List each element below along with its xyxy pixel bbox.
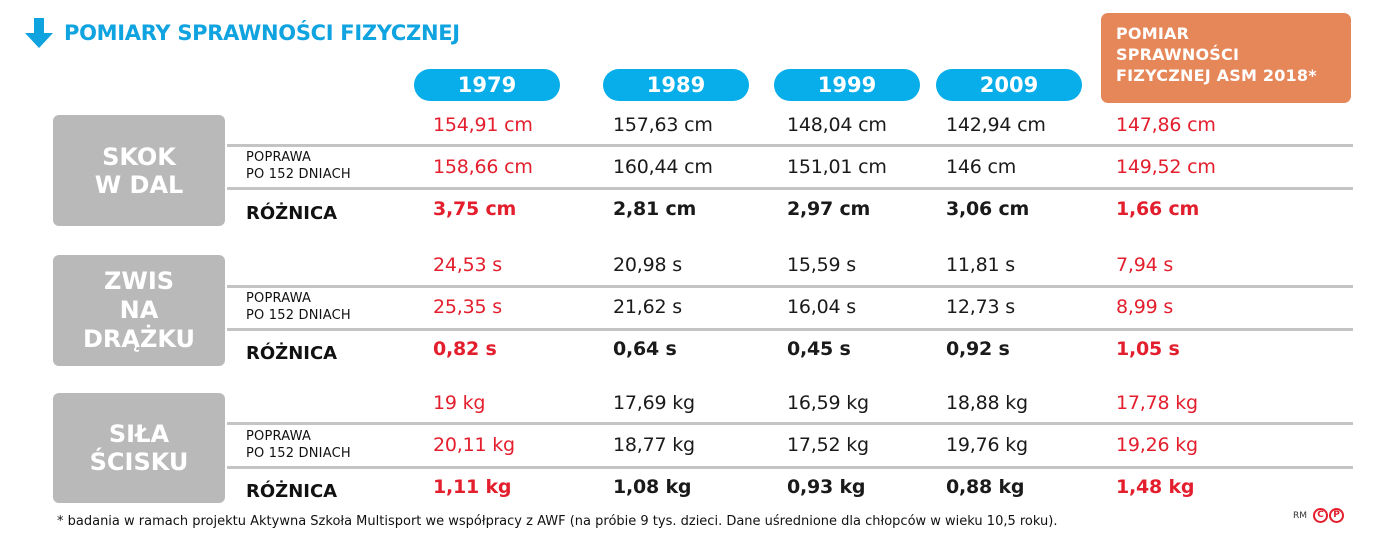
cell-long-jump-improved-1979: 158,66 cm — [433, 156, 533, 178]
column-header-1999: 1999 — [774, 69, 920, 101]
cell-grip-diff-asm: 1,48 kg — [1116, 476, 1195, 498]
cell-grip-diff-1989: 1,08 kg — [613, 476, 692, 498]
row-divider — [227, 328, 1353, 331]
cell-bar-hang-diff-2009: 0,92 s — [946, 338, 1010, 360]
cell-grip-diff-1979: 1,11 kg — [433, 476, 512, 498]
cell-bar-hang-improved-1999: 16,04 s — [787, 296, 856, 318]
cell-long-jump-improved-1989: 160,44 cm — [613, 156, 713, 178]
difference-row-label: RÓŻNICA — [246, 343, 338, 364]
cell-bar-hang-diff-asm: 1,05 s — [1116, 338, 1180, 360]
cell-long-jump-improved-asm: 149,52 cm — [1116, 156, 1216, 178]
improvement-label-line2: PO 152 DNIACH — [246, 446, 351, 461]
cell-long-jump-baseline-asm: 147,86 cm — [1116, 114, 1216, 136]
group-label-line: SIŁA — [108, 420, 170, 448]
cell-bar-hang-improved-1979: 25,35 s — [433, 296, 502, 318]
improvement-label-line2: PO 152 DNIACH — [246, 308, 351, 323]
cell-bar-hang-improved-asm: 8,99 s — [1116, 296, 1174, 318]
cell-bar-hang-baseline-1989: 20,98 s — [613, 254, 682, 276]
cell-bar-hang-baseline-1979: 24,53 s — [433, 254, 502, 276]
row-divider — [227, 187, 1353, 190]
cell-grip-improved-asm: 19,26 kg — [1116, 434, 1198, 456]
difference-row-label: RÓŻNICA — [246, 481, 338, 502]
cell-long-jump-baseline-1999: 148,04 cm — [787, 114, 887, 136]
copyright-icon: C — [1313, 508, 1329, 523]
cell-grip-diff-1999: 0,93 kg — [787, 476, 866, 498]
cell-grip-improved-1979: 20,11 kg — [433, 434, 515, 456]
cell-bar-hang-baseline-1999: 15,59 s — [787, 254, 856, 276]
column-header-2009: 2009 — [936, 69, 1082, 101]
improvement-label-line2: PO 152 DNIACH — [246, 167, 351, 182]
row-divider — [227, 144, 1353, 147]
column-header-1979: 1979 — [414, 69, 560, 101]
group-label-long-jump: SKOK W DAL — [53, 115, 225, 226]
group-label-line: ŚCISKU — [89, 448, 189, 476]
row-divider — [227, 285, 1353, 288]
cell-grip-baseline-1979: 19 kg — [433, 392, 486, 414]
improvement-label-line1: POPRAWA — [246, 150, 312, 165]
cell-bar-hang-improved-1989: 21,62 s — [613, 296, 682, 318]
footnote: * badania w ramach projektu Aktywna Szko… — [57, 514, 1058, 529]
cell-bar-hang-improved-2009: 12,73 s — [946, 296, 1015, 318]
cell-long-jump-diff-1989: 2,81 cm — [613, 198, 697, 220]
asm-header-line1: POMIAR — [1116, 24, 1190, 43]
column-header-1989: 1989 — [603, 69, 749, 101]
improvement-row-label: POPRAWA PO 152 DNIACH — [246, 149, 351, 183]
cell-long-jump-improved-1999: 151,01 cm — [787, 156, 887, 178]
cell-grip-improved-1999: 17,52 kg — [787, 434, 869, 456]
cell-grip-improved-1989: 18,77 kg — [613, 434, 695, 456]
cell-long-jump-baseline-1979: 154,91 cm — [433, 114, 533, 136]
cell-long-jump-baseline-2009: 142,94 cm — [946, 114, 1046, 136]
cell-grip-diff-2009: 0,88 kg — [946, 476, 1025, 498]
page-title: POMIARY SPRAWNOŚCI FIZYCZNEJ — [64, 21, 460, 45]
group-label-grip-strength: SIŁA ŚCISKU — [53, 393, 225, 503]
page-header: POMIARY SPRAWNOŚCI FIZYCZNEJ — [22, 16, 460, 50]
cell-long-jump-baseline-1989: 157,63 cm — [613, 114, 713, 136]
group-label-line: NA — [119, 296, 159, 324]
improvement-label-line1: POPRAWA — [246, 429, 312, 444]
cell-bar-hang-baseline-2009: 11,81 s — [946, 254, 1015, 276]
row-divider — [227, 466, 1353, 469]
cell-grip-baseline-1999: 16,59 kg — [787, 392, 869, 414]
cell-bar-hang-baseline-asm: 7,94 s — [1116, 254, 1174, 276]
cell-long-jump-improved-2009: 146 cm — [946, 156, 1017, 178]
cell-grip-baseline-asm: 17,78 kg — [1116, 392, 1198, 414]
asm-header-line2: SPRAWNOŚCI — [1116, 45, 1240, 64]
group-label-line: SKOK — [102, 142, 176, 171]
arrow-down-icon — [25, 18, 53, 48]
difference-row-label: RÓŻNICA — [246, 203, 338, 224]
cell-long-jump-diff-1999: 2,97 cm — [787, 198, 871, 220]
cell-grip-baseline-2009: 18,88 kg — [946, 392, 1028, 414]
improvement-label-line1: POPRAWA — [246, 291, 312, 306]
author-initials: RM — [1293, 510, 1308, 521]
asm-header-line3: FIZYCZNEJ ASM 2018* — [1116, 66, 1317, 85]
row-divider — [227, 422, 1353, 425]
phonogram-icon: P — [1329, 508, 1345, 523]
cell-long-jump-diff-1979: 3,75 cm — [433, 198, 517, 220]
improvement-row-label: POPRAWA PO 152 DNIACH — [246, 428, 351, 462]
cell-bar-hang-diff-1979: 0,82 s — [433, 338, 497, 360]
cell-bar-hang-diff-1999: 0,45 s — [787, 338, 851, 360]
cell-long-jump-diff-2009: 3,06 cm — [946, 198, 1030, 220]
group-label-line: ZWIS — [103, 267, 175, 295]
cell-long-jump-diff-asm: 1,66 cm — [1116, 198, 1200, 220]
group-label-bar-hang: ZWIS NA DRĄŻKU — [53, 255, 225, 366]
cell-grip-improved-2009: 19,76 kg — [946, 434, 1028, 456]
improvement-row-label: POPRAWA PO 152 DNIACH — [246, 290, 351, 324]
cell-grip-baseline-1989: 17,69 kg — [613, 392, 695, 414]
column-header-asm-2018: POMIAR SPRAWNOŚCI FIZYCZNEJ ASM 2018* — [1101, 13, 1351, 103]
cell-bar-hang-diff-1989: 0,64 s — [613, 338, 677, 360]
group-label-line: DRĄŻKU — [82, 325, 196, 353]
credit: RM C P — [1293, 508, 1345, 523]
group-label-line: W DAL — [94, 170, 184, 199]
